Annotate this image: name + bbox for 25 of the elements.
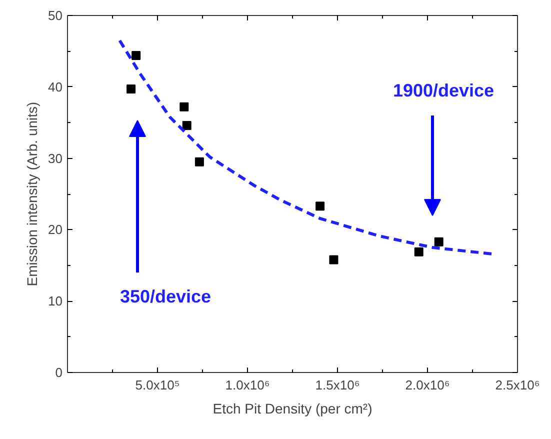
y-tick-label: 40 [48, 79, 63, 94]
point [182, 120, 192, 130]
point [434, 237, 444, 246]
x-tick-label: 1.5x10⁶ [315, 378, 360, 392]
y-tick-label: 10 [48, 294, 63, 309]
point [132, 50, 141, 60]
x-tick-label: 2.0x10⁶ [405, 378, 450, 392]
y-tick-label: 50 [48, 8, 63, 23]
y-tick-label: 30 [48, 150, 63, 166]
point [329, 255, 338, 264]
point [180, 102, 189, 112]
x-tick-label: 1.0x10⁶ [225, 378, 270, 392]
point [126, 84, 136, 94]
y-tick-label: 0 [55, 365, 63, 380]
point [316, 202, 325, 211]
x-axis-title: Etch Pit Density (per cm²) [212, 400, 372, 416]
annotation: 1900/device [392, 80, 494, 100]
point [414, 247, 424, 256]
x-tick-label: 5.0x10⁵ [135, 378, 180, 392]
x-tick-label: 2.5x10⁶ [495, 378, 540, 392]
annotation: 350/device [120, 286, 212, 306]
line-series [118, 38, 494, 256]
y-tick-label: 20 [48, 222, 63, 238]
point [194, 157, 204, 166]
y-axis-title: Emission intensity (Arb. units) [24, 102, 40, 286]
